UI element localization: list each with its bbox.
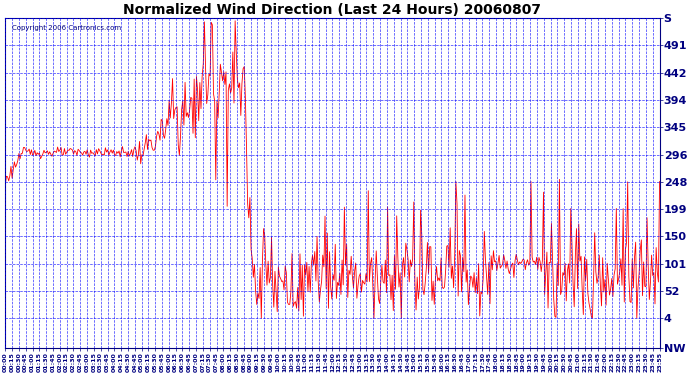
Title: Normalized Wind Direction (Last 24 Hours) 20060807: Normalized Wind Direction (Last 24 Hours…: [124, 3, 542, 17]
Text: Copyright 2006 Cartronics.com: Copyright 2006 Cartronics.com: [12, 24, 121, 30]
